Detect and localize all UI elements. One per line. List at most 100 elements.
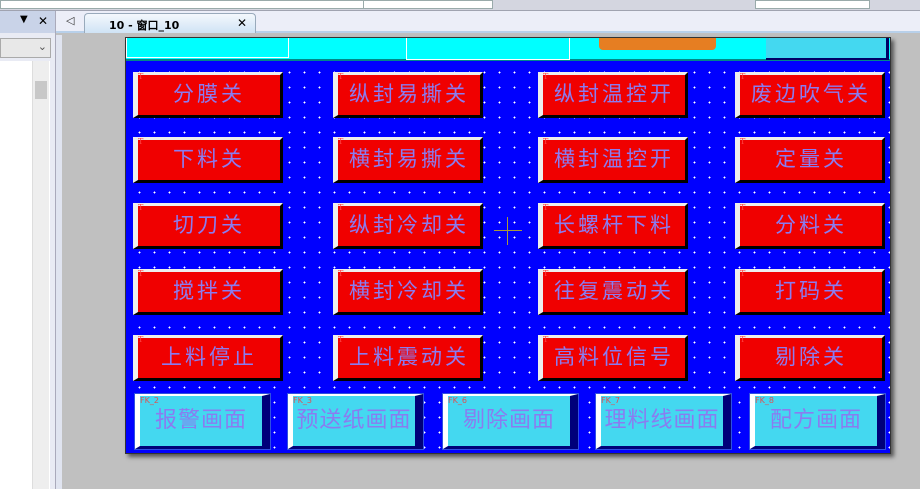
button-tag: T xyxy=(543,269,549,278)
panel-header: ▼ ✕ xyxy=(0,11,55,33)
nav-button[interactable]: FK_2 报警画面 xyxy=(134,393,271,450)
button-tag: T xyxy=(138,137,144,146)
button-label: 上料停止 xyxy=(161,345,257,369)
button-label: 上料震动关 xyxy=(349,345,469,369)
function-key-code: FK_8 xyxy=(755,396,774,405)
function-key-code: FK_6 xyxy=(448,396,467,405)
toggle-button[interactable]: T 分料关 xyxy=(735,203,885,249)
button-tag: T xyxy=(138,72,144,81)
button-tag: T xyxy=(543,137,549,146)
button-tag: T xyxy=(338,269,344,278)
button-tag: T xyxy=(543,72,549,81)
nav-button[interactable]: FK_7 理料线画面 xyxy=(595,393,732,450)
crosshair-cursor xyxy=(494,217,522,245)
chevron-down-icon: ⌄ xyxy=(37,40,47,53)
toggle-button[interactable]: T 高料位信号 xyxy=(538,335,688,381)
toggle-button[interactable]: T 纵封温控开 xyxy=(538,72,688,118)
hmi-window: T 分膜关 T 纵封易撕关 T 纵封温控开 T 废边吹气关 T 下料关 T 横封易撕关 T 横封温控开 T 定… xyxy=(125,37,891,454)
toggle-button[interactable]: T 上料震动关 xyxy=(333,335,483,381)
button-label: 废边吹气关 xyxy=(751,82,871,106)
dropdown-triangle-icon[interactable]: ▼ xyxy=(20,14,28,25)
button-tag: T xyxy=(740,269,746,278)
toggle-button[interactable]: T 下料关 xyxy=(133,137,283,183)
toggle-button[interactable]: T 纵封冷却关 xyxy=(333,203,483,249)
button-tag: T xyxy=(338,335,344,344)
header-orange-button[interactable] xyxy=(599,38,716,50)
toggle-button[interactable]: T 切刀关 xyxy=(133,203,283,249)
button-tag: T xyxy=(138,335,144,344)
button-label: 横封温控开 xyxy=(554,147,674,171)
toggle-button[interactable]: T 打码关 xyxy=(735,269,885,315)
nav-button[interactable]: FK_3 预送纸画面 xyxy=(287,393,424,450)
button-label: 搅拌关 xyxy=(173,279,245,303)
nav-button[interactable]: FK_6 剔除画面 xyxy=(442,393,579,450)
button-label: 横封易撕关 xyxy=(349,147,469,171)
nav-label: 剔除画面 xyxy=(462,408,555,433)
button-label: 下料关 xyxy=(173,147,245,171)
button-label: 分料关 xyxy=(775,213,847,237)
button-label: 纵封易撕关 xyxy=(349,82,469,106)
button-tag: T xyxy=(338,72,344,81)
button-tag: T xyxy=(740,335,746,344)
button-label: 分膜关 xyxy=(173,82,245,106)
toggle-button[interactable]: T 上料停止 xyxy=(133,335,283,381)
toolbar-combo[interactable] xyxy=(363,0,493,9)
tab-title: 10 - 窗口_10 xyxy=(109,19,180,32)
toggle-button[interactable]: T 横封冷却关 xyxy=(333,269,483,315)
scrollbar-thumb[interactable] xyxy=(35,81,47,99)
left-triangle-icon[interactable]: ◁ xyxy=(66,14,75,27)
toggle-button[interactable]: T 剔除关 xyxy=(735,335,885,381)
button-tag: T xyxy=(740,203,746,212)
panel-combo[interactable]: ⌄ xyxy=(0,38,51,58)
nav-label: 理料线画面 xyxy=(604,408,720,433)
button-label: 纵封温控开 xyxy=(554,82,674,106)
button-label: 定量关 xyxy=(775,147,847,171)
panel-close-icon[interactable]: ✕ xyxy=(38,14,49,28)
grid-dots xyxy=(126,63,890,453)
button-tag: T xyxy=(740,137,746,146)
header-field-2[interactable] xyxy=(406,38,570,60)
close-icon[interactable]: ✕ xyxy=(236,16,247,30)
nav-label: 报警画面 xyxy=(154,408,247,433)
button-label: 往复震动关 xyxy=(554,279,674,303)
button-tag: T xyxy=(740,72,746,81)
button-label: 切刀关 xyxy=(173,213,245,237)
function-key-code: FK_2 xyxy=(140,396,159,405)
toggle-button[interactable]: T 纵封易撕关 xyxy=(333,72,483,118)
button-tag: T xyxy=(543,335,549,344)
nav-button[interactable]: FK_8 配方画面 xyxy=(749,393,886,450)
scrollbar[interactable] xyxy=(32,61,49,489)
button-tag: T xyxy=(543,203,549,212)
button-label: 长螺杆下料 xyxy=(554,213,674,237)
header-field[interactable] xyxy=(126,38,289,58)
button-label: 打码关 xyxy=(775,279,847,303)
button-label: 高料位信号 xyxy=(554,345,674,369)
nav-label: 配方画面 xyxy=(769,408,862,433)
button-tag: T xyxy=(338,137,344,146)
tab-bar: ◁ 10 - 窗口_10 ✕ xyxy=(56,11,920,33)
toggle-button[interactable]: T 定量关 xyxy=(735,137,885,183)
toggle-button[interactable]: T 分膜关 xyxy=(133,72,283,118)
function-key-code: FK_3 xyxy=(293,396,312,405)
button-label: 剔除关 xyxy=(775,345,847,369)
header-strip xyxy=(126,38,890,61)
left-panel: ▼ ✕ ⌄ xyxy=(0,11,56,489)
toolbar-field[interactable] xyxy=(0,0,388,9)
toggle-button[interactable]: T 长螺杆下料 xyxy=(538,203,688,249)
button-label: 纵封冷却关 xyxy=(349,213,469,237)
tab-window-10[interactable]: 10 - 窗口_10 ✕ xyxy=(84,13,256,33)
nav-label: 预送纸画面 xyxy=(296,408,412,433)
function-key-code: FK_7 xyxy=(601,396,620,405)
button-tag: T xyxy=(138,269,144,278)
button-tag: T xyxy=(138,203,144,212)
toggle-button[interactable]: T 搅拌关 xyxy=(133,269,283,315)
button-label: 横封冷却关 xyxy=(349,279,469,303)
button-tag: T xyxy=(338,203,344,212)
toggle-button[interactable]: T 废边吹气关 xyxy=(735,72,885,118)
toggle-button[interactable]: T 横封易撕关 xyxy=(333,137,483,183)
toolbar-combo-2[interactable] xyxy=(755,0,870,9)
toggle-button[interactable]: T 往复震动关 xyxy=(538,269,688,315)
header-cyan-button[interactable] xyxy=(766,38,889,60)
toggle-button[interactable]: T 横封温控开 xyxy=(538,137,688,183)
toolbar xyxy=(0,0,920,11)
